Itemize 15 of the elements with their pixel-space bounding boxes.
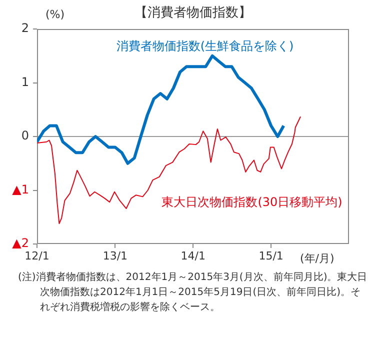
text: (注)消費者物価指数は、2012年1月～2015年3月(月次、前年同月比)。東大日次物価指数は2012年1月1日～2015年5月19日(日次、前年同日比)。それぞれ消費税増税の影響を除くベース。 (18, 270, 368, 315)
y-tick-label: 1 (21, 74, 29, 89)
y-axis-title: (%) (45, 8, 65, 21)
y-tick-label: 0 (21, 128, 29, 143)
x-tick-label: 14/1 (180, 249, 206, 262)
x-tick-label: 12/1 (24, 249, 50, 262)
series-label: 消費者物価指数(生鮮食品を除く) (116, 39, 294, 54)
y-tick-label: ▲2 (12, 236, 29, 250)
y-tick-label: 2 (21, 21, 29, 36)
chart-title: 【消費者物価指数】 (134, 5, 252, 20)
x-tick-label: 15/1 (258, 249, 284, 262)
x-tick-label: 13/1 (102, 249, 128, 262)
x-axis-title: (年/月) (300, 252, 334, 265)
series-label: 東大日次物価指数(30日移動平均) (162, 195, 342, 210)
y-tick-label: ▲1 (12, 182, 29, 196)
